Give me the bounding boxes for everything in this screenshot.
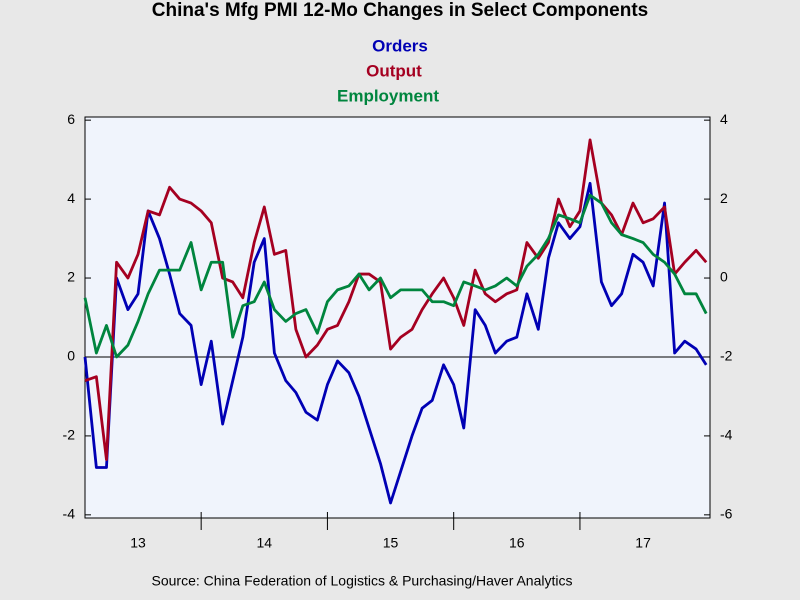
y2-tick-label: 2 <box>720 190 728 206</box>
y2-tick-label: 4 <box>720 111 728 127</box>
legend-entry: Output <box>366 61 422 80</box>
y2-tick-label: 0 <box>720 269 728 285</box>
legend-entry: Orders <box>372 36 428 55</box>
y-tick-label: -2 <box>63 427 76 443</box>
y-tick-label: 6 <box>67 111 75 127</box>
y-tick-label: 2 <box>67 269 75 285</box>
legend-entry: Employment <box>337 86 439 105</box>
source-note: Source: China Federation of Logistics & … <box>152 573 573 589</box>
y-tick-label: -4 <box>63 506 76 522</box>
y-tick-label: 0 <box>67 348 75 364</box>
plot-area <box>84 116 711 519</box>
y-tick-label: 4 <box>67 190 75 206</box>
y2-tick-label: -4 <box>720 427 733 443</box>
x-tick-label: 17 <box>635 535 651 551</box>
x-tick-label: 14 <box>257 535 273 551</box>
y2-tick-label: -6 <box>720 506 733 522</box>
series-line <box>83 193 708 359</box>
series-line <box>83 181 708 505</box>
y2-tick-label: -2 <box>720 348 733 364</box>
chart-title: China's Mfg PMI 12-Mo Changes in Select … <box>152 0 648 21</box>
x-tick-label: 16 <box>509 535 525 551</box>
x-tick-label: 13 <box>130 535 146 551</box>
x-tick-label: 15 <box>383 535 399 551</box>
